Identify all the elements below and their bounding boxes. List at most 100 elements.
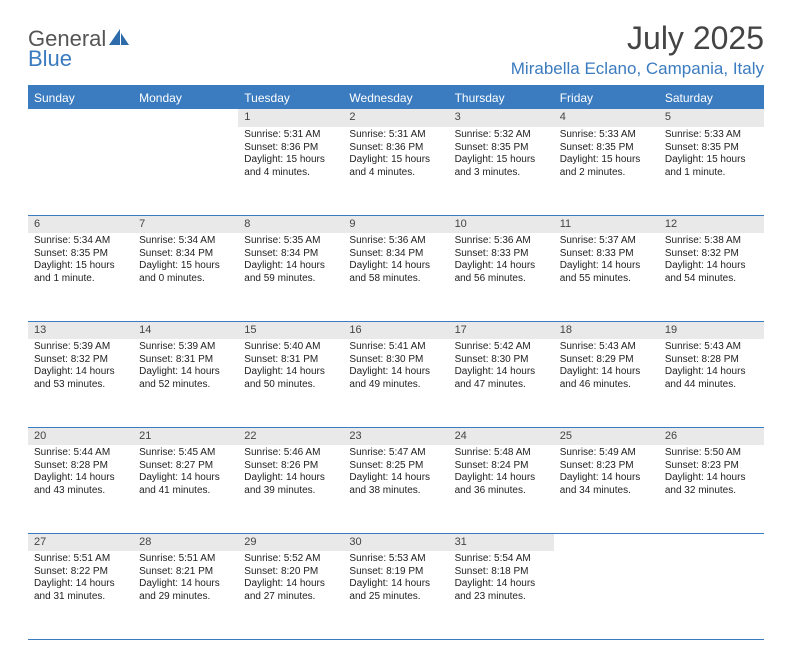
day-info-line: Daylight: 15 hours bbox=[244, 154, 337, 167]
day-number-cell: 10 bbox=[449, 215, 554, 233]
day-body-row: Sunrise: 5:44 AMSunset: 8:28 PMDaylight:… bbox=[28, 445, 764, 533]
day-info-line: Sunset: 8:20 PM bbox=[244, 566, 337, 579]
day-info-line: and 39 minutes. bbox=[244, 485, 337, 498]
day-number-cell: 20 bbox=[28, 427, 133, 445]
day-body-cell: Sunrise: 5:36 AMSunset: 8:34 PMDaylight:… bbox=[343, 233, 448, 321]
day-info-line: Daylight: 14 hours bbox=[665, 472, 758, 485]
day-body-cell: Sunrise: 5:37 AMSunset: 8:33 PMDaylight:… bbox=[554, 233, 659, 321]
day-body-cell: Sunrise: 5:51 AMSunset: 8:21 PMDaylight:… bbox=[133, 551, 238, 639]
day-number-cell: 27 bbox=[28, 533, 133, 551]
day-number-cell: 22 bbox=[238, 427, 343, 445]
day-info-line: Sunset: 8:33 PM bbox=[560, 248, 653, 261]
day-number-cell: 5 bbox=[659, 109, 764, 127]
day-body-cell bbox=[659, 551, 764, 639]
day-info-line: Daylight: 14 hours bbox=[244, 472, 337, 485]
col-sunday: Sunday bbox=[28, 87, 133, 109]
day-number-row: 2728293031 bbox=[28, 533, 764, 551]
day-info-line: and 41 minutes. bbox=[139, 485, 232, 498]
day-info-line: and 55 minutes. bbox=[560, 273, 653, 286]
day-info-line: Sunrise: 5:53 AM bbox=[349, 553, 442, 566]
day-body-cell: Sunrise: 5:32 AMSunset: 8:35 PMDaylight:… bbox=[449, 127, 554, 215]
day-number-cell bbox=[554, 533, 659, 551]
day-number-cell: 18 bbox=[554, 321, 659, 339]
day-number-cell: 23 bbox=[343, 427, 448, 445]
day-body-cell bbox=[133, 127, 238, 215]
day-body-cell: Sunrise: 5:44 AMSunset: 8:28 PMDaylight:… bbox=[28, 445, 133, 533]
day-number-cell: 6 bbox=[28, 215, 133, 233]
day-info-line: Daylight: 14 hours bbox=[560, 366, 653, 379]
day-body-cell: Sunrise: 5:47 AMSunset: 8:25 PMDaylight:… bbox=[343, 445, 448, 533]
day-number-cell: 17 bbox=[449, 321, 554, 339]
day-body-cell: Sunrise: 5:49 AMSunset: 8:23 PMDaylight:… bbox=[554, 445, 659, 533]
day-info-line: and 53 minutes. bbox=[34, 379, 127, 392]
day-body-row: Sunrise: 5:31 AMSunset: 8:36 PMDaylight:… bbox=[28, 127, 764, 215]
day-info-line: and 47 minutes. bbox=[455, 379, 548, 392]
day-info-line: Sunset: 8:27 PM bbox=[139, 460, 232, 473]
day-info-line: Sunset: 8:35 PM bbox=[665, 142, 758, 155]
day-number-cell: 16 bbox=[343, 321, 448, 339]
day-info-line: Sunset: 8:35 PM bbox=[455, 142, 548, 155]
logo-word-2: Blue bbox=[28, 46, 72, 71]
day-info-line: Sunrise: 5:52 AM bbox=[244, 553, 337, 566]
day-body-cell: Sunrise: 5:43 AMSunset: 8:29 PMDaylight:… bbox=[554, 339, 659, 427]
day-info-line: Sunrise: 5:34 AM bbox=[34, 235, 127, 248]
day-number-cell: 9 bbox=[343, 215, 448, 233]
day-info-line: and 31 minutes. bbox=[34, 591, 127, 604]
day-body-cell: Sunrise: 5:54 AMSunset: 8:18 PMDaylight:… bbox=[449, 551, 554, 639]
day-info-line: Daylight: 14 hours bbox=[139, 366, 232, 379]
day-info-line: Daylight: 14 hours bbox=[455, 578, 548, 591]
day-info-line: Sunrise: 5:40 AM bbox=[244, 341, 337, 354]
day-info-line: Daylight: 14 hours bbox=[560, 260, 653, 273]
day-number-cell: 11 bbox=[554, 215, 659, 233]
day-number-row: 6789101112 bbox=[28, 215, 764, 233]
day-number-cell bbox=[659, 533, 764, 551]
day-info-line: Sunrise: 5:42 AM bbox=[455, 341, 548, 354]
day-body-row: Sunrise: 5:39 AMSunset: 8:32 PMDaylight:… bbox=[28, 339, 764, 427]
day-number-cell: 13 bbox=[28, 321, 133, 339]
day-info-line: Daylight: 15 hours bbox=[139, 260, 232, 273]
day-body-cell: Sunrise: 5:34 AMSunset: 8:35 PMDaylight:… bbox=[28, 233, 133, 321]
day-number-row: 20212223242526 bbox=[28, 427, 764, 445]
day-number-cell: 24 bbox=[449, 427, 554, 445]
day-number-cell: 1 bbox=[238, 109, 343, 127]
day-number-cell: 25 bbox=[554, 427, 659, 445]
col-friday: Friday bbox=[554, 87, 659, 109]
day-number-cell: 8 bbox=[238, 215, 343, 233]
day-header-row: Sunday Monday Tuesday Wednesday Thursday… bbox=[28, 87, 764, 109]
day-info-line: Sunset: 8:31 PM bbox=[244, 354, 337, 367]
day-info-line: Sunset: 8:33 PM bbox=[455, 248, 548, 261]
day-body-cell bbox=[28, 127, 133, 215]
day-body-cell: Sunrise: 5:31 AMSunset: 8:36 PMDaylight:… bbox=[238, 127, 343, 215]
day-info-line: and 25 minutes. bbox=[349, 591, 442, 604]
day-info-line: Daylight: 15 hours bbox=[34, 260, 127, 273]
day-body-cell: Sunrise: 5:53 AMSunset: 8:19 PMDaylight:… bbox=[343, 551, 448, 639]
day-info-line: Daylight: 15 hours bbox=[665, 154, 758, 167]
day-info-line: Sunset: 8:29 PM bbox=[560, 354, 653, 367]
day-body-cell: Sunrise: 5:31 AMSunset: 8:36 PMDaylight:… bbox=[343, 127, 448, 215]
day-number-cell: 26 bbox=[659, 427, 764, 445]
day-info-line: Sunrise: 5:51 AM bbox=[139, 553, 232, 566]
day-number-cell: 31 bbox=[449, 533, 554, 551]
day-body-cell bbox=[554, 551, 659, 639]
location-subtitle: Mirabella Eclano, Campania, Italy bbox=[511, 59, 764, 79]
logo-sail-icon bbox=[108, 28, 130, 51]
day-body-row: Sunrise: 5:51 AMSunset: 8:22 PMDaylight:… bbox=[28, 551, 764, 639]
day-info-line: Sunrise: 5:49 AM bbox=[560, 447, 653, 460]
day-info-line: Sunrise: 5:36 AM bbox=[455, 235, 548, 248]
day-body-cell: Sunrise: 5:33 AMSunset: 8:35 PMDaylight:… bbox=[659, 127, 764, 215]
day-info-line: and 1 minute. bbox=[665, 167, 758, 180]
day-info-line: Daylight: 15 hours bbox=[349, 154, 442, 167]
day-info-line: Sunrise: 5:36 AM bbox=[349, 235, 442, 248]
day-info-line: Sunset: 8:32 PM bbox=[665, 248, 758, 261]
col-monday: Monday bbox=[133, 87, 238, 109]
day-body-cell: Sunrise: 5:33 AMSunset: 8:35 PMDaylight:… bbox=[554, 127, 659, 215]
day-number-cell: 21 bbox=[133, 427, 238, 445]
day-body-row: Sunrise: 5:34 AMSunset: 8:35 PMDaylight:… bbox=[28, 233, 764, 321]
day-info-line: Daylight: 14 hours bbox=[349, 366, 442, 379]
day-info-line: Sunset: 8:34 PM bbox=[139, 248, 232, 261]
day-number-cell: 29 bbox=[238, 533, 343, 551]
day-info-line: and 50 minutes. bbox=[244, 379, 337, 392]
day-info-line: Sunset: 8:36 PM bbox=[349, 142, 442, 155]
day-body-cell: Sunrise: 5:41 AMSunset: 8:30 PMDaylight:… bbox=[343, 339, 448, 427]
day-info-line: Sunrise: 5:38 AM bbox=[665, 235, 758, 248]
